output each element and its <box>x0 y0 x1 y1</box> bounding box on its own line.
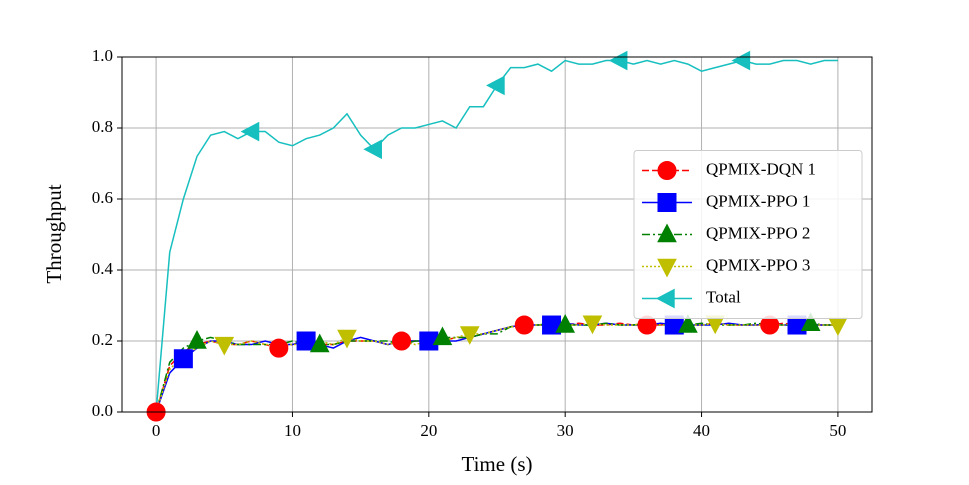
legend-label: QPMIX-PPO 3 <box>706 255 810 274</box>
marker <box>187 330 207 349</box>
y-tick-label: 0.6 <box>92 188 113 207</box>
marker <box>214 336 235 356</box>
x-tick-label: 20 <box>420 421 437 440</box>
marker <box>269 338 289 358</box>
marker <box>555 314 576 333</box>
legend: QPMIX-DQN 1 QPMIX-PPO 1 QPMIX-PPO 2 QPMIX-P… <box>633 150 863 319</box>
x-tick-label: 10 <box>284 421 301 440</box>
marker <box>392 331 412 351</box>
series-line <box>155 322 838 413</box>
marker <box>731 50 751 71</box>
legend-label: QPMIX-DQN 1 <box>706 159 816 178</box>
series-line <box>155 322 838 413</box>
marker <box>828 317 848 336</box>
x-tick-label: 40 <box>693 421 710 440</box>
marker <box>657 161 677 180</box>
marker <box>608 50 628 71</box>
marker <box>657 193 677 212</box>
marker <box>656 288 675 309</box>
marker <box>173 349 193 369</box>
y-tick-label: 1.0 <box>92 46 113 65</box>
marker <box>657 223 677 243</box>
marker <box>459 326 480 345</box>
x-tick-label: 0 <box>152 421 161 440</box>
marker <box>296 331 316 351</box>
marker <box>678 314 698 333</box>
series-line <box>155 322 838 413</box>
x-tick-label: 50 <box>829 421 846 440</box>
y-tick-label: 0.8 <box>92 117 113 136</box>
series-line <box>155 322 838 413</box>
marker <box>432 326 453 346</box>
marker <box>309 333 330 353</box>
y-tick-label: 0.0 <box>92 401 113 420</box>
marker <box>240 121 260 142</box>
legend-label: QPMIX-PPO 2 <box>706 223 810 242</box>
legend-box <box>633 150 863 319</box>
marker <box>337 329 357 349</box>
legend-label: QPMIX-PPO 1 <box>706 191 810 210</box>
marker <box>363 139 382 160</box>
x-tick-label: 30 <box>557 421 574 440</box>
plot-frame <box>121 56 873 413</box>
y-tick-label: 0.4 <box>92 259 114 278</box>
marker <box>657 258 677 278</box>
marker <box>486 75 505 96</box>
marker <box>800 312 821 331</box>
marker <box>582 315 603 335</box>
legend-label: Total <box>706 287 741 306</box>
y-axis-label: Throughput <box>42 184 66 283</box>
marker <box>514 315 534 335</box>
x-axis-label: Time (s) <box>462 452 533 476</box>
y-tick-label: 0.2 <box>92 330 113 349</box>
